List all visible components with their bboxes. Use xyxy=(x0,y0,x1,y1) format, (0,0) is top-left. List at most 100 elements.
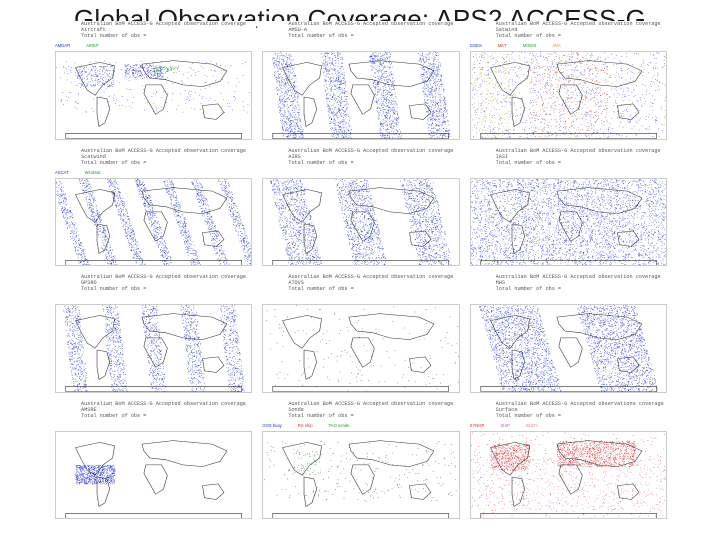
legend-entry: ASCAT xyxy=(55,170,69,175)
map-canvas xyxy=(65,439,242,518)
legend-entry: RS ship xyxy=(298,423,313,428)
panel-header-line: Total number of obs = xyxy=(288,33,463,39)
map-canvas xyxy=(272,52,451,139)
coastline xyxy=(202,483,225,500)
obs-points xyxy=(264,440,457,502)
world-map xyxy=(55,430,253,519)
legend-entry: GOES xyxy=(470,43,482,48)
panel-header: Australian BoM ACCESS-G Accepted observa… xyxy=(258,21,463,51)
map-canvas xyxy=(266,305,459,392)
panel-header-line: Australian BoM ACCESS-G Accepted observa… xyxy=(288,274,463,280)
panel-header-line: Total number of obs = xyxy=(496,33,671,39)
panel-header-line: Australian BoM ACCESS-G Accepted observa… xyxy=(496,21,671,27)
map-canvas xyxy=(264,439,457,518)
coastline xyxy=(202,356,225,373)
panel-header-line: Total number of obs = xyxy=(288,286,463,292)
panel-header-line: IASI xyxy=(496,154,671,160)
panel-header-line: GPSRO xyxy=(81,280,256,286)
panel-header-line: Surface xyxy=(496,407,671,413)
panel-legend: GOES MET MODIS JMA xyxy=(470,43,577,48)
legend-entry: WindSat xyxy=(85,170,101,175)
coastline xyxy=(304,223,318,254)
coastline xyxy=(511,96,525,127)
world-map xyxy=(469,304,667,393)
coastline xyxy=(558,211,583,242)
panel-header-line: Australian BoM ACCESS-G Accepted observa… xyxy=(81,21,256,27)
coastline xyxy=(304,476,318,507)
panel-header: Australian BoM ACCESS-G Accepted observa… xyxy=(466,401,671,431)
coverage-panel: Australian BoM ACCESS-G Accepted observa… xyxy=(465,274,671,399)
obs-points xyxy=(63,305,245,392)
world-map xyxy=(469,177,667,266)
panel-header-line: Australian BoM ACCESS-G Accepted observa… xyxy=(288,148,463,154)
coastline xyxy=(511,223,525,254)
panel-header-line: Total number of obs = xyxy=(81,413,256,419)
legend-entry: BUOY xyxy=(526,423,538,428)
obs-points xyxy=(154,65,179,74)
panel-header: Australian BoM ACCESS-G Accepted observa… xyxy=(51,21,256,51)
coastline xyxy=(511,476,525,507)
coastline xyxy=(350,84,375,115)
map-canvas xyxy=(63,305,245,392)
coverage-panel: Australian BoM ACCESS-G Accepted observa… xyxy=(258,147,464,272)
coastline xyxy=(65,386,242,392)
panel-header-line: Satwind xyxy=(496,27,671,33)
panel-header: Australian BoM ACCESS-G Accepted observa… xyxy=(258,401,463,431)
panel-header: Australian BoM ACCESS-G Accepted observa… xyxy=(258,148,463,178)
obs-points xyxy=(293,450,322,476)
panel-header-line: MHS xyxy=(496,280,671,286)
map-canvas xyxy=(478,305,658,392)
coastline xyxy=(143,464,168,495)
coastline xyxy=(75,62,115,96)
coastline xyxy=(489,441,530,476)
world-map xyxy=(262,177,460,266)
coastline xyxy=(350,337,375,368)
coastline xyxy=(143,337,168,368)
coastline xyxy=(350,211,375,242)
coastline xyxy=(409,103,432,120)
legend-entry: MET xyxy=(498,43,507,48)
panel-header-line: ATOVS xyxy=(288,280,463,286)
panel-header-line: Total number of obs = xyxy=(496,413,671,419)
coastline xyxy=(143,211,168,242)
coastline xyxy=(556,60,642,87)
coverage-panel: Australian BoM ACCESS-G Accepted observa… xyxy=(465,21,671,146)
coastline xyxy=(96,223,111,254)
coastline xyxy=(348,186,435,214)
coastline xyxy=(558,464,583,495)
coverage-grid: Australian BoM ACCESS-G Accepted observa… xyxy=(50,20,672,526)
coastline xyxy=(616,356,640,373)
coastline xyxy=(202,103,225,120)
panel-header-line: Total number of obs = xyxy=(288,413,463,419)
panel-header-line: Australian BoM ACCESS-G Accepted observa… xyxy=(496,401,671,407)
panel-header-line: AIRS xyxy=(288,154,463,160)
coastline xyxy=(282,188,323,223)
panel-legend: SYNOP SHIP BUOY xyxy=(470,423,554,428)
map-canvas xyxy=(470,432,666,518)
obs-points xyxy=(470,178,666,265)
obs-points xyxy=(471,52,511,139)
panel-header-line: Australian BoM ACCESS-G Accepted observa… xyxy=(288,21,463,27)
coastline xyxy=(348,60,435,87)
coverage-panel: Australian BoM ACCESS-G Accepted observa… xyxy=(51,147,257,272)
coastline xyxy=(272,512,450,518)
coastline xyxy=(202,230,225,247)
coastline xyxy=(511,349,525,380)
map-canvas xyxy=(470,178,666,265)
coastline xyxy=(272,259,450,265)
legend-entry: TAO sonde xyxy=(329,423,350,428)
coastline xyxy=(558,84,583,115)
coastline xyxy=(65,259,242,265)
coastline xyxy=(489,188,530,223)
panel-header-line: Scatwind xyxy=(81,154,256,160)
obs-points xyxy=(56,60,250,113)
coastline xyxy=(143,84,168,115)
coastline xyxy=(75,188,115,223)
coastline xyxy=(348,313,435,340)
coverage-panel: Australian BoM ACCESS-G Accepted observa… xyxy=(258,400,464,525)
panel-header-line: Aircraft xyxy=(81,27,256,33)
coastline xyxy=(282,62,323,96)
panel-header: Australian BoM ACCESS-G Accepted observa… xyxy=(258,274,463,304)
coastline xyxy=(304,96,318,127)
map-canvas xyxy=(56,60,250,139)
